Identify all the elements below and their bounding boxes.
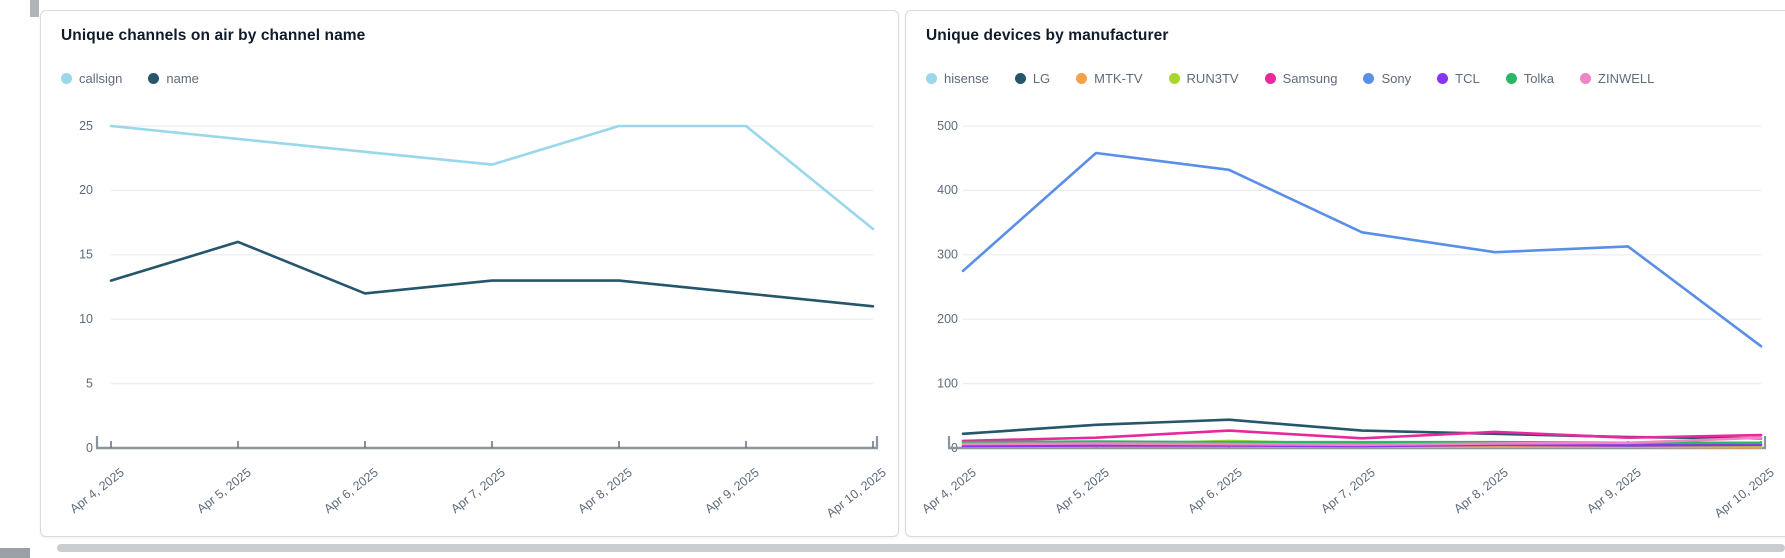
legend-item-RUN3TV[interactable]: RUN3TV xyxy=(1168,71,1239,86)
legend-item-ZINWELL[interactable]: ZINWELL xyxy=(1580,71,1654,86)
y-tick-label: 5 xyxy=(86,376,93,390)
legend-dot-Tolka xyxy=(1505,73,1517,84)
legend-label: RUN3TV xyxy=(1186,71,1239,86)
channels-chart-card: Unique channels on air by channel name c… xyxy=(40,10,899,537)
legend-dot-name xyxy=(148,73,160,84)
legend-devices: hisense LG MTK-TV RUN3TV Samsung Sony TCL Tolka… xyxy=(926,71,1680,86)
legend-dot-callsign xyxy=(61,73,72,84)
y-tick-label: 100 xyxy=(937,376,958,390)
x-tick-label: Apr 5, 2025 xyxy=(194,465,254,516)
x-tick-label: Apr 5, 2025 xyxy=(1052,465,1112,516)
x-tick-label: Apr 10, 2025 xyxy=(1712,465,1777,520)
chart-title-devices: Unique devices by manufacturer xyxy=(926,27,1169,44)
legend-dot-Samsung xyxy=(1264,73,1276,84)
chart-title-channels: Unique channels on air by channel name xyxy=(61,27,366,44)
x-tick-label: Apr 9, 2025 xyxy=(1584,465,1644,516)
legend-label: LG xyxy=(1032,71,1051,86)
legend-label: Sony xyxy=(1381,71,1412,86)
x-tick-label: Apr 4, 2025 xyxy=(67,465,127,516)
legend-dot-TCL xyxy=(1437,73,1449,84)
y-tick-label: 15 xyxy=(79,248,93,262)
legend-channels: callsign name xyxy=(61,71,225,86)
legend-item-hisense[interactable]: hisense xyxy=(926,71,989,86)
legend-label: hisense xyxy=(944,71,989,86)
legend-item-MTK-TV[interactable]: MTK-TV xyxy=(1076,71,1143,86)
legend-item-Tolka[interactable]: Tolka xyxy=(1505,71,1555,86)
devices-chart-card: Unique devices by manufacturer hisense LG… xyxy=(905,10,1785,537)
x-tick-label: Apr 10, 2025 xyxy=(824,465,889,520)
y-tick-label: 10 xyxy=(79,312,93,326)
legend-dot-Sony xyxy=(1363,73,1375,84)
x-tick-label: Apr 6, 2025 xyxy=(1185,465,1245,516)
line-name xyxy=(109,240,875,308)
line-TCL xyxy=(961,443,1763,448)
scrollbar-corner[interactable] xyxy=(0,548,30,558)
line-Samsung xyxy=(961,429,1763,443)
channels-line-chart: 0 5 10 15 20 25 Apr 4, 2025 Apr 5, 2025 Apr 6, 2… xyxy=(67,119,889,521)
horizontal-scrollbar[interactable] xyxy=(57,544,1785,552)
y-tick-label: 200 xyxy=(937,312,958,326)
legend-item-Sony[interactable]: Sony xyxy=(1363,71,1411,86)
vertical-scrollbar-stub[interactable] xyxy=(30,0,39,17)
legend-dot-LG xyxy=(1014,73,1026,84)
legend-dot-RUN3TV xyxy=(1168,73,1180,84)
x-tick-label: Apr 6, 2025 xyxy=(321,465,381,516)
line-LG xyxy=(961,418,1763,440)
x-tick-label: Apr 8, 2025 xyxy=(1451,465,1511,516)
x-tick-label: Apr 9, 2025 xyxy=(702,465,762,516)
legend-label: ZINWELL xyxy=(1598,71,1655,86)
line-callsign xyxy=(109,124,875,231)
legend-item-Samsung[interactable]: Samsung xyxy=(1264,71,1338,86)
legend-item-TCL[interactable]: TCL xyxy=(1437,71,1480,86)
legend-label: name xyxy=(166,71,199,86)
y-tick-label: 300 xyxy=(937,248,958,262)
x-tick-label: Apr 7, 2025 xyxy=(1318,465,1378,516)
legend-item-LG[interactable]: LG xyxy=(1014,71,1051,86)
legend-dot-hisense xyxy=(926,73,937,84)
legend-item-callsign[interactable]: callsign xyxy=(61,71,122,86)
line-ZINWELL xyxy=(961,436,1763,447)
legend-label: TCL xyxy=(1455,71,1480,86)
y-tick-label: 400 xyxy=(937,183,958,197)
y-tick-label: 25 xyxy=(79,119,93,133)
y-tick-label: 500 xyxy=(937,119,958,133)
y-tick-label: 0 xyxy=(86,441,93,455)
x-tick-label: Apr 7, 2025 xyxy=(448,465,508,516)
x-tick-label: Apr 8, 2025 xyxy=(575,465,635,516)
x-tick-label: Apr 4, 2025 xyxy=(919,465,979,516)
legend-label: callsign xyxy=(79,71,123,86)
legend-label: Samsung xyxy=(1282,71,1338,86)
legend-dot-MTK-TV xyxy=(1076,73,1088,84)
legend-item-name[interactable]: name xyxy=(148,71,199,86)
legend-label: Tolka xyxy=(1523,71,1555,86)
y-tick-label: 20 xyxy=(79,183,93,197)
legend-dot-ZINWELL xyxy=(1580,73,1592,84)
legend-label: MTK-TV xyxy=(1094,71,1143,86)
line-Sony xyxy=(961,151,1763,348)
